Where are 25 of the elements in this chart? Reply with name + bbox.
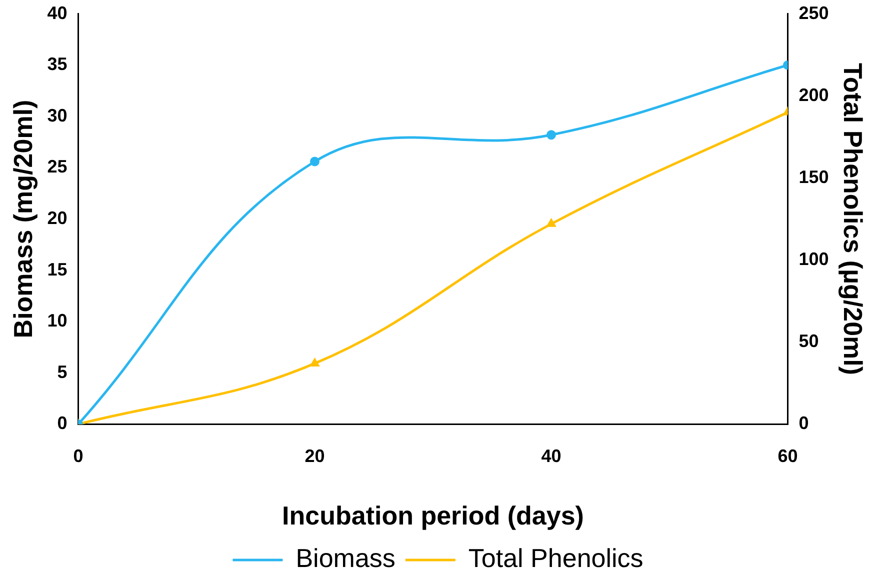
x-tick-label: 20 [304,446,325,466]
legend-label: Biomass [296,543,396,574]
y-tick-label: 0 [57,413,68,434]
y2-tick-label: 150 [798,166,829,187]
x-tick-label: 40 [541,446,562,466]
y-tick-label: 30 [47,105,68,126]
y2-tick-label: 50 [798,331,819,352]
y-tick-label: 10 [47,310,68,331]
y-tick-label: 25 [47,156,68,177]
y2-tick-label: 200 [798,84,829,105]
y-tick-label: 35 [47,54,68,74]
x-tick-label: 0 [73,446,84,466]
x-tick-label: 60 [778,446,798,466]
y-tick-label: 15 [47,259,68,280]
y2-tick-label: 100 [798,249,829,270]
y-tick-label: 20 [47,208,68,228]
y2-tick-label: 0 [798,413,809,434]
y-tick-label: 40 [47,2,68,23]
y2-axis-title: Total Phenolics (µg/20ml) [838,62,868,376]
point [310,358,320,366]
y2-tick-label: 250 [798,2,829,23]
legend-label: Total Phenolics [468,543,644,574]
y-axis-title: Biomass (mg/20ml) [8,100,38,338]
y-tick-label: 5 [57,362,68,382]
x-axis-title: Incubation period (days) [282,500,584,531]
